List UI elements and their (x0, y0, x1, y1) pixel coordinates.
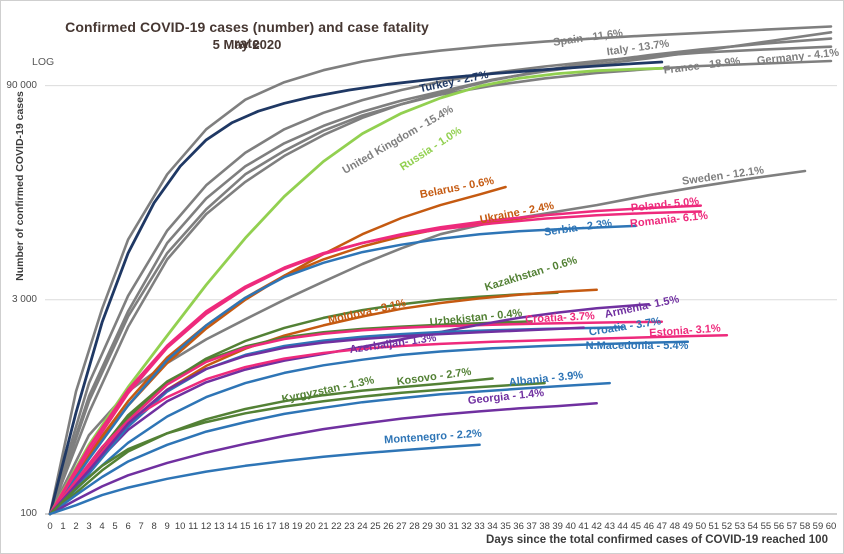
y-tick-100: 100 (20, 508, 37, 519)
series-line-kosovo (48, 377, 494, 516)
chart-subtitle: 5 May 2020 (212, 37, 282, 52)
x-tick-34: 34 (487, 521, 498, 532)
x-tick-23: 23 (344, 521, 355, 532)
x-tick-24: 24 (357, 521, 368, 532)
x-tick-41: 41 (578, 521, 589, 532)
x-tick-21: 21 (318, 521, 329, 532)
x-tick-43: 43 (604, 521, 615, 532)
x-tick-42: 42 (591, 521, 602, 532)
x-tick-12: 12 (200, 521, 212, 532)
y-tick-90-000: 90 000 (6, 79, 37, 91)
x-tick-35: 35 (500, 521, 511, 532)
x-tick-18: 18 (279, 521, 290, 532)
x-tick-10: 10 (174, 521, 186, 532)
series-line-kyrgyzstan (48, 381, 546, 516)
x-tick-19: 19 (292, 521, 303, 532)
x-tick-33: 33 (474, 521, 485, 532)
x-tick-0: 0 (47, 521, 53, 532)
series-line-germany (48, 45, 833, 516)
x-tick-30: 30 (435, 521, 446, 532)
series-label-n-macedonia: N.Macedonia - 5.4% (585, 340, 689, 352)
series-line-albania (48, 381, 611, 516)
x-tick-25: 25 (370, 521, 381, 532)
x-tick-52: 52 (721, 521, 733, 532)
x-tick-60: 60 (825, 521, 837, 532)
x-tick-44: 44 (617, 521, 629, 532)
x-tick-3: 3 (86, 521, 92, 532)
y-tick-3-000: 3 000 (11, 293, 37, 305)
x-tick-28: 28 (409, 521, 420, 532)
x-tick-13: 13 (213, 521, 225, 532)
x-tick-47: 47 (656, 521, 668, 532)
x-tick-57: 57 (786, 521, 798, 532)
series-line-georgia (48, 402, 598, 516)
x-tick-45: 45 (630, 521, 642, 532)
x-tick-14: 14 (226, 521, 238, 532)
series-line-russia (48, 66, 664, 516)
x-tick-6: 6 (125, 521, 131, 532)
x-tick-56: 56 (773, 521, 785, 532)
x-tick-54: 54 (747, 521, 759, 532)
x-tick-5: 5 (112, 521, 118, 532)
x-tick-20: 20 (305, 521, 316, 532)
x-tick-40: 40 (565, 521, 576, 532)
x-tick-32: 32 (461, 521, 472, 532)
x-tick-9: 9 (164, 521, 170, 532)
x-tick-37: 37 (526, 521, 537, 532)
x-tick-22: 22 (331, 521, 342, 532)
x-tick-53: 53 (734, 521, 746, 532)
series-line-spain (48, 25, 833, 516)
x-tick-49: 49 (682, 521, 694, 532)
chart-title: Confirmed COVID-19 cases (number) and ca… (65, 19, 429, 51)
x-tick-59: 59 (812, 521, 824, 532)
x-tick-4: 4 (99, 521, 105, 532)
x-tick-27: 27 (396, 521, 407, 532)
series-line-croatia (48, 320, 664, 516)
x-tick-29: 29 (422, 521, 433, 532)
y-axis-title: Number of confirmed COVID-19 cases (14, 91, 26, 281)
x-tick-8: 8 (151, 521, 157, 532)
x-tick-11: 11 (188, 521, 199, 532)
x-tick-46: 46 (643, 521, 655, 532)
series-line-uzbekistan (48, 320, 533, 516)
x-tick-1: 1 (60, 521, 66, 532)
series-line-azerbaijan (48, 326, 585, 516)
x-tick-15: 15 (239, 521, 251, 532)
series-line-montenegro (48, 443, 481, 516)
x-tick-38: 38 (539, 521, 550, 532)
x-tick-26: 26 (383, 521, 394, 532)
x-tick-17: 17 (265, 521, 277, 532)
series-line-estonia (48, 333, 729, 516)
x-tick-58: 58 (799, 521, 811, 532)
y-axis-scale-note: LOG (32, 56, 55, 68)
series-line-romania (48, 210, 703, 516)
x-tick-36: 36 (513, 521, 524, 532)
series-line-turkey (48, 60, 664, 516)
series-line-kazakhstan (48, 291, 559, 516)
x-tick-55: 55 (760, 521, 772, 532)
x-tick-50: 50 (695, 521, 707, 532)
x-tick-16: 16 (252, 521, 264, 532)
x-tick-7: 7 (138, 521, 144, 532)
series-line-serbia (48, 224, 638, 516)
x-tick-51: 51 (708, 521, 720, 532)
x-tick-2: 2 (73, 521, 79, 532)
x-tick-31: 31 (448, 521, 459, 532)
x-axis-title: Days since the total confirmed cases of … (486, 534, 828, 546)
series-line-n-macedonia (48, 340, 690, 516)
x-tick-48: 48 (669, 521, 681, 532)
x-tick-39: 39 (552, 521, 563, 532)
